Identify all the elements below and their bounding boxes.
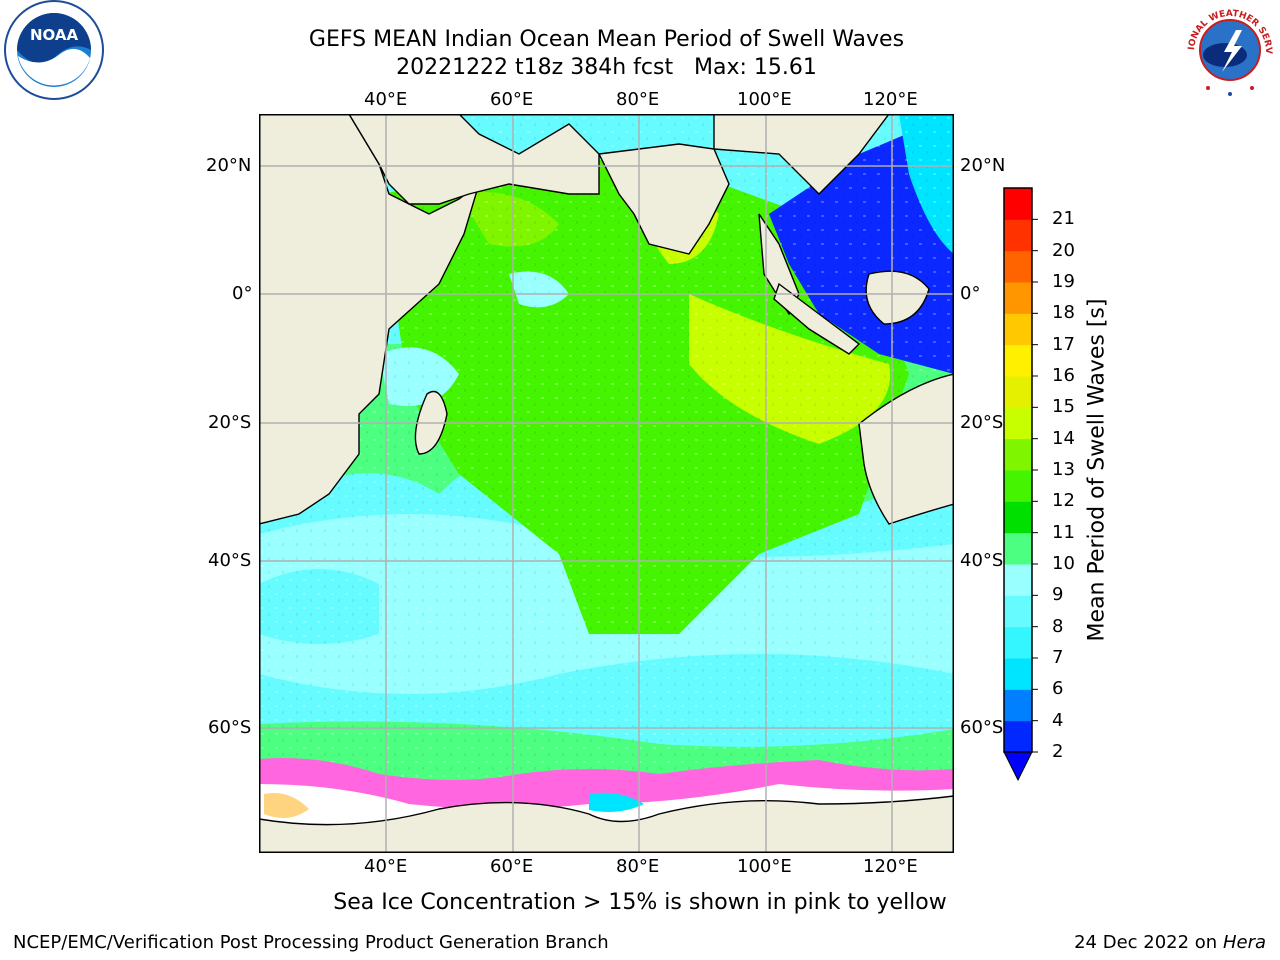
lon-label-top-100e: 100°E bbox=[737, 89, 792, 110]
noaa-logo-text: NOAA bbox=[30, 26, 79, 44]
lat-label-right-20n: 20°N bbox=[960, 155, 1006, 176]
map-title: GEFS MEAN Indian Ocean Mean Period of Sw… bbox=[200, 26, 1013, 82]
title-line-1: GEFS MEAN Indian Ocean Mean Period of Sw… bbox=[308, 27, 905, 52]
colorbar-tick-label: 11 bbox=[1052, 521, 1075, 543]
colorbar-segment bbox=[1004, 344, 1032, 377]
land bbox=[259, 114, 954, 853]
colorbar-segment bbox=[1004, 532, 1032, 565]
sea-ice-yellow bbox=[264, 793, 309, 818]
colorbar-tick-label: 18 bbox=[1052, 302, 1075, 324]
colorbar-segment bbox=[1004, 219, 1032, 252]
colorbar-segment bbox=[1004, 407, 1032, 440]
colorbar-segment bbox=[1004, 250, 1032, 283]
colorbar-tick-label: 20 bbox=[1052, 239, 1075, 261]
colorbar-tick-label: 21 bbox=[1052, 208, 1075, 230]
colorbar-segment bbox=[1004, 188, 1032, 220]
lon-label-bottom-120e: 120°E bbox=[863, 856, 918, 877]
land-borneo bbox=[865, 270, 930, 325]
colorbar-segment bbox=[1004, 658, 1032, 690]
land-antarctica bbox=[259, 795, 954, 853]
colorbar-segment bbox=[1004, 438, 1032, 471]
land-india bbox=[597, 143, 730, 255]
colorbar-tick-label: 13 bbox=[1052, 459, 1075, 480]
noaa-logo: NOAA bbox=[4, 0, 104, 100]
land-arabia bbox=[348, 114, 600, 205]
colorbar-title: Mean Period of Swell Waves [s] bbox=[1084, 298, 1110, 642]
lat-label-left-0: 0° bbox=[232, 283, 253, 304]
colorbar-segment bbox=[1004, 626, 1032, 659]
lon-label-top-40e: 40°E bbox=[364, 89, 408, 110]
lat-label-right-20s: 20°S bbox=[960, 412, 1004, 433]
colorbar-segment bbox=[1004, 376, 1032, 408]
date-stamp: 24 Dec 2022 on Hera bbox=[1074, 932, 1266, 953]
lat-label-right-60s: 60°S bbox=[960, 717, 1004, 738]
colorbar-tick-label: 10 bbox=[1052, 553, 1075, 574]
colorbar-tick-label: 15 bbox=[1052, 396, 1075, 418]
sea-ice-note: Sea Ice Concentration > 15% is shown in … bbox=[333, 890, 947, 915]
colorbar-segment bbox=[1004, 689, 1032, 722]
ocean-map bbox=[259, 114, 954, 853]
host-text: Hera bbox=[1222, 932, 1266, 953]
colorbar-underflow-arrow bbox=[1003, 751, 1033, 782]
colorbar-segment bbox=[1004, 720, 1032, 753]
lat-label-left-20n: 20°N bbox=[206, 155, 252, 176]
lon-label-bottom-80e: 80°E bbox=[616, 856, 660, 877]
lon-label-bottom-100e: 100°E bbox=[737, 856, 792, 877]
colorbar-tick-label: 9 bbox=[1052, 584, 1064, 606]
colorbar-tick-label: 17 bbox=[1052, 333, 1075, 355]
sea-ice-cyan bbox=[589, 792, 644, 812]
lon-label-top-120e: 120°E bbox=[863, 89, 918, 110]
colorbar-tick-label: 16 bbox=[1052, 365, 1075, 386]
colorbar-segment bbox=[1004, 564, 1032, 596]
lat-label-left-40s: 40°S bbox=[208, 550, 252, 571]
colorbar-tick-label: 2 bbox=[1052, 741, 1064, 762]
colorbar-tick-label: 14 bbox=[1052, 427, 1075, 449]
colorbar-segment bbox=[1004, 595, 1032, 628]
colorbar-segment bbox=[1004, 470, 1032, 502]
colorbar-tick-label: 4 bbox=[1052, 709, 1064, 731]
lat-label-right-40s: 40°S bbox=[960, 550, 1004, 571]
lon-label-top-60e: 60°E bbox=[490, 89, 534, 110]
title-line-2: 20221222 t18z 384h fcst Max: 15.61 bbox=[396, 55, 817, 80]
colorbar-segment bbox=[1004, 282, 1032, 314]
lat-label-left-60s: 60°S bbox=[208, 717, 252, 738]
colorbar-tick-label: 19 bbox=[1052, 271, 1075, 292]
lon-label-bottom-40e: 40°E bbox=[364, 856, 408, 877]
colorbar-segment bbox=[1004, 313, 1032, 346]
colorbar-tick-label: 6 bbox=[1052, 678, 1064, 700]
land-indochina bbox=[713, 114, 890, 195]
credits-text: NCEP/EMC/Verification Post Processing Pr… bbox=[13, 932, 609, 953]
colorbar-tick-label: 8 bbox=[1052, 615, 1064, 637]
colorbar-tick-label: 12 bbox=[1052, 490, 1075, 512]
date-text: 24 Dec 2022 on bbox=[1074, 932, 1218, 953]
lat-label-left-20s: 20°S bbox=[208, 412, 252, 433]
graticule bbox=[259, 114, 954, 853]
lat-label-right-0: 0° bbox=[960, 283, 981, 304]
colorbar bbox=[1003, 187, 1038, 782]
lon-label-bottom-60e: 60°E bbox=[490, 856, 534, 877]
nws-logo: NATIONAL WEATHER SERVICE bbox=[1180, 0, 1278, 98]
map-frame bbox=[259, 114, 954, 853]
colorbar-tick-label: 7 bbox=[1052, 647, 1064, 668]
lon-label-top-80e: 80°E bbox=[616, 89, 660, 110]
land-australia bbox=[858, 373, 954, 525]
land-sumatra bbox=[773, 282, 861, 355]
colorbar-segment bbox=[1004, 501, 1032, 534]
